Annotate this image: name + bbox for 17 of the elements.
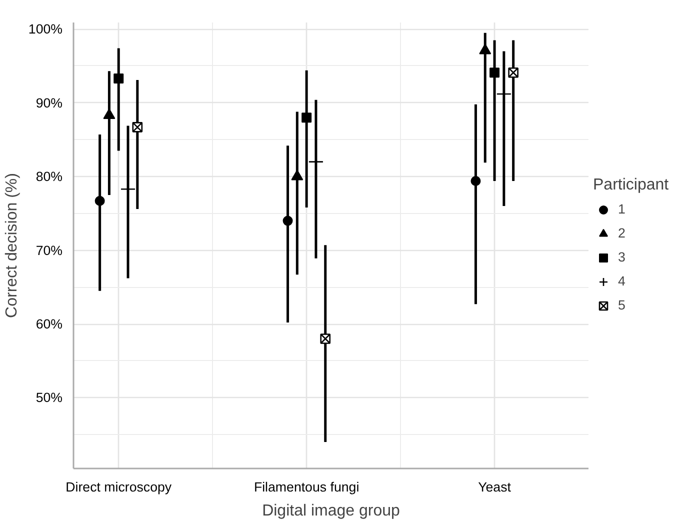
x-tick-label: Yeast xyxy=(478,480,512,494)
x-tick-label: Filamentous fungi xyxy=(254,480,360,494)
legend-label: 5 xyxy=(618,298,626,312)
y-axis-title: Correct decision (%) xyxy=(3,173,20,318)
y-tick-label: 60% xyxy=(36,316,63,332)
x-axis-title: Digital image group xyxy=(262,502,400,520)
y-tick-label: 50% xyxy=(36,390,63,406)
y-tick-label: 90% xyxy=(36,95,63,110)
y-tick-label: 80% xyxy=(36,169,63,184)
legend-label: 1 xyxy=(618,202,626,216)
y-tick-label: 100% xyxy=(28,22,63,37)
y-tick-label: 70% xyxy=(36,242,63,258)
legend-label: 3 xyxy=(618,250,626,264)
legend-title: Participant xyxy=(593,176,669,194)
legend-label: 2 xyxy=(618,226,626,240)
legend-label: 4 xyxy=(618,274,626,288)
x-tick-label: Direct microscopy xyxy=(66,480,172,494)
